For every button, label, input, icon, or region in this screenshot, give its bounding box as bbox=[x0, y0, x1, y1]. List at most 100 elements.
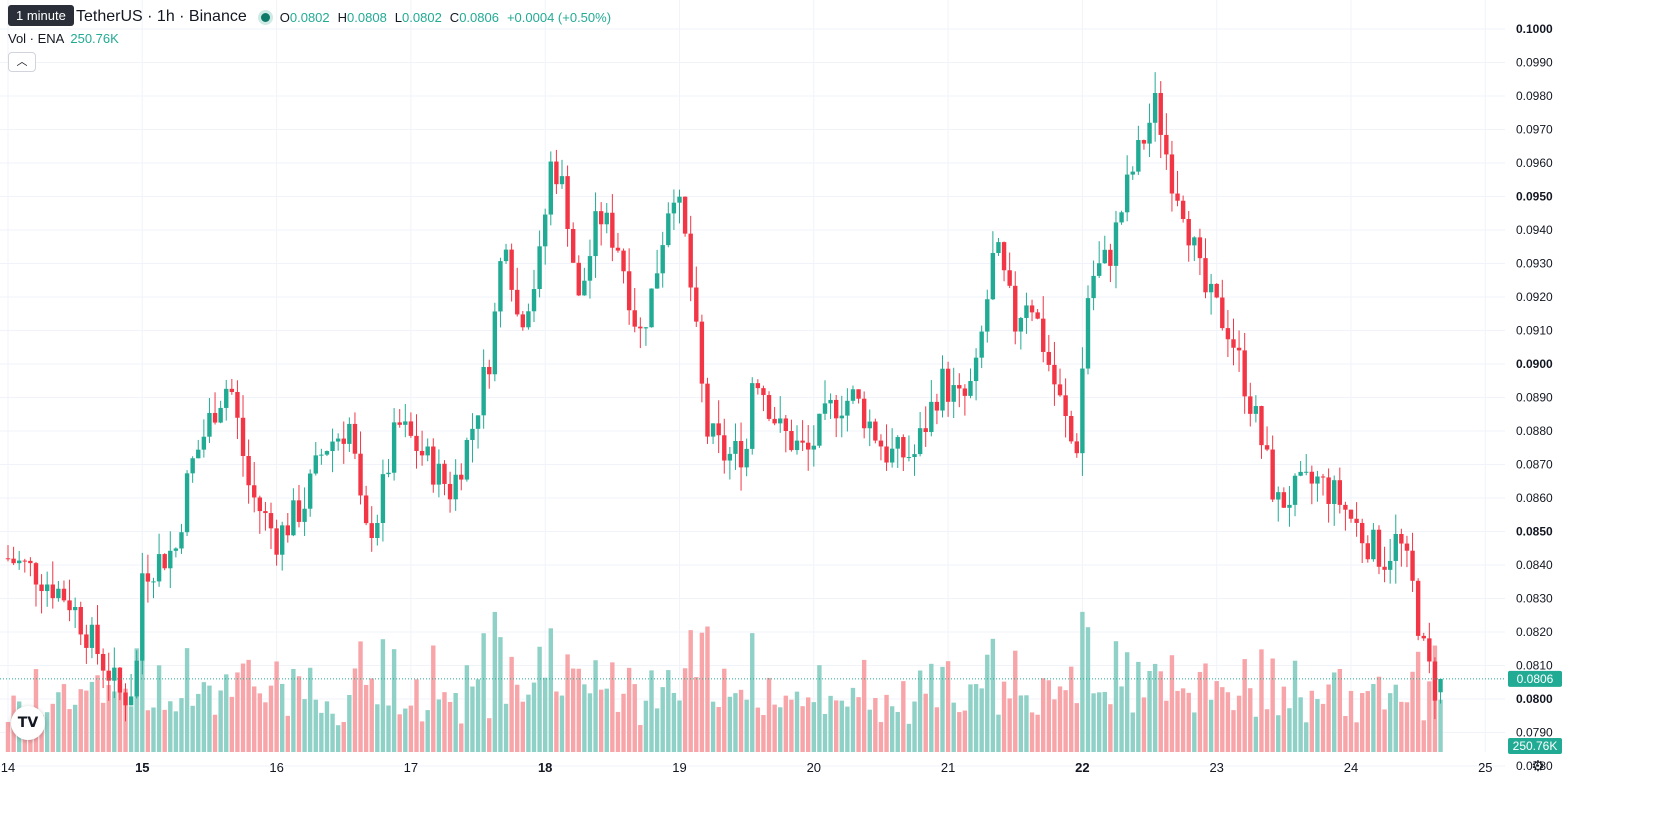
volume-bar bbox=[1208, 699, 1214, 752]
tradingview-logo-icon[interactable]: TV bbox=[11, 706, 45, 740]
candle-up bbox=[985, 289, 990, 343]
candle-down bbox=[716, 400, 721, 454]
candle-body bbox=[419, 450, 425, 456]
volume-bar bbox=[352, 668, 358, 752]
volume-bar bbox=[923, 693, 928, 752]
candle-down bbox=[738, 422, 744, 491]
candle-down bbox=[800, 420, 805, 452]
candle-down bbox=[459, 463, 464, 491]
candle-up bbox=[794, 425, 800, 455]
volume-bar bbox=[1287, 708, 1292, 752]
volume-bar bbox=[1136, 661, 1141, 752]
candle-up bbox=[733, 423, 738, 470]
candle-body bbox=[1371, 529, 1376, 560]
candle-body bbox=[515, 289, 520, 315]
volume-bar bbox=[884, 694, 889, 752]
volume-badge-text: 250.76K bbox=[1513, 739, 1558, 753]
candle-up bbox=[1438, 678, 1443, 704]
candle-body bbox=[962, 388, 968, 396]
volume-bar bbox=[279, 683, 285, 752]
candle-body bbox=[224, 388, 229, 408]
price-tick-label: 0.0840 bbox=[1516, 558, 1553, 572]
volume-bar bbox=[240, 663, 246, 752]
candle-down bbox=[358, 431, 363, 505]
candle-down bbox=[1382, 546, 1387, 583]
volume-bar bbox=[313, 699, 318, 752]
volume-bar bbox=[778, 707, 783, 752]
volume-bar bbox=[196, 693, 201, 752]
volume-bar bbox=[1348, 690, 1354, 752]
settings-gear-icon[interactable]: ⚙ bbox=[1531, 758, 1545, 775]
volume-bar bbox=[145, 710, 151, 752]
volume-bar bbox=[72, 704, 78, 752]
volume-bar bbox=[95, 675, 100, 752]
volume-bar bbox=[598, 689, 604, 752]
candle-up bbox=[604, 203, 609, 234]
candle-up bbox=[291, 488, 296, 537]
candle-body bbox=[839, 415, 844, 419]
candle-up bbox=[279, 521, 285, 571]
candle-body bbox=[128, 696, 134, 706]
candle-down bbox=[783, 415, 789, 453]
candle-down bbox=[28, 557, 33, 577]
candle-body bbox=[1158, 92, 1163, 135]
volume-bar bbox=[901, 681, 906, 752]
candle-body bbox=[895, 437, 900, 449]
candle-down bbox=[1069, 410, 1074, 444]
candle-down bbox=[856, 389, 861, 404]
candle-down bbox=[1052, 341, 1057, 406]
candle-body bbox=[817, 413, 822, 446]
candle-body bbox=[1130, 171, 1135, 175]
volume-bar bbox=[1242, 659, 1247, 752]
volume-bar bbox=[643, 700, 649, 752]
volume-bar bbox=[1220, 687, 1225, 752]
collapse-legend-button[interactable]: ︿ bbox=[8, 52, 36, 72]
candle-down bbox=[772, 406, 777, 426]
volume-bar bbox=[285, 715, 290, 752]
candle-body bbox=[156, 554, 162, 582]
symbol-title[interactable]: TetherUS · 1h · Binance bbox=[76, 8, 247, 25]
volume-bar bbox=[688, 630, 693, 752]
candle-down bbox=[1421, 632, 1426, 641]
volume-bar bbox=[604, 688, 609, 752]
candle-body bbox=[1013, 285, 1018, 332]
candle-up bbox=[72, 597, 78, 628]
volume-bar bbox=[1292, 660, 1298, 752]
candle-down bbox=[1231, 318, 1236, 366]
volume-bar bbox=[531, 682, 537, 752]
open-value: 0.0802 bbox=[289, 9, 330, 25]
candle-body bbox=[833, 399, 839, 419]
volume-bar bbox=[929, 663, 934, 752]
candle-body bbox=[498, 261, 503, 312]
candle-down bbox=[11, 546, 16, 566]
candle-down bbox=[431, 438, 436, 493]
volume-bar bbox=[224, 674, 229, 752]
candle-body bbox=[1102, 249, 1107, 264]
candle-body bbox=[89, 624, 95, 648]
volume-bar bbox=[1337, 668, 1343, 752]
price-tick-label: 0.0910 bbox=[1516, 324, 1553, 338]
candle-down bbox=[1141, 139, 1147, 150]
candle-down bbox=[296, 484, 302, 528]
candle-up bbox=[531, 269, 537, 323]
candle-body bbox=[750, 383, 755, 449]
candle-down bbox=[352, 412, 358, 460]
candle-down bbox=[212, 392, 218, 425]
price-tick-label: 0.0970 bbox=[1516, 123, 1553, 137]
candle-body bbox=[1197, 237, 1203, 259]
volume-bar bbox=[1024, 695, 1029, 752]
candle-up bbox=[201, 419, 207, 458]
volume-bar bbox=[431, 645, 436, 752]
candle-body bbox=[520, 314, 526, 328]
volume-bar bbox=[632, 684, 637, 752]
volume-bar bbox=[156, 665, 162, 752]
candle-down bbox=[934, 393, 940, 425]
candle-up bbox=[173, 547, 179, 558]
candle-down bbox=[806, 425, 811, 471]
candle-body bbox=[117, 667, 123, 693]
volume-bar bbox=[548, 628, 553, 752]
volume-bar bbox=[414, 679, 419, 752]
volume-bar bbox=[649, 670, 654, 752]
candle-up bbox=[1102, 235, 1107, 264]
